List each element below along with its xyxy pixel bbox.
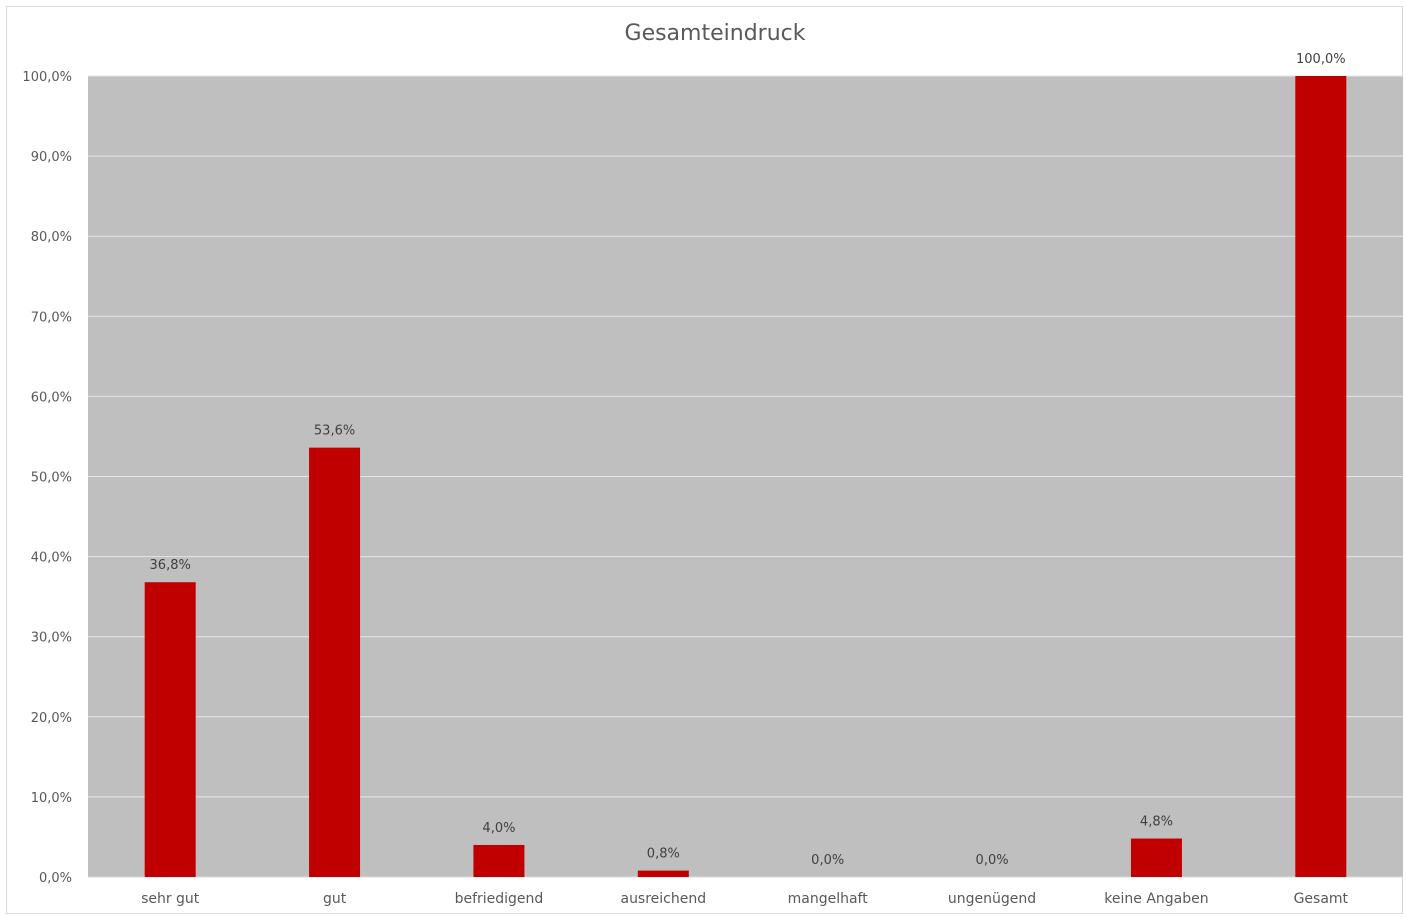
x-tick-label: ausreichend: [620, 891, 706, 907]
x-tick-label: mangelhaft: [788, 891, 869, 907]
y-tick-label: 100,0%: [22, 70, 72, 85]
bar: [144, 582, 196, 877]
y-tick-label: 90,0%: [31, 150, 72, 165]
data-label: 0,8%: [647, 847, 680, 862]
x-tick-label: befriedigend: [455, 891, 544, 907]
y-tick-label: 10,0%: [31, 791, 72, 806]
chart-title: Gesamteindruck: [624, 21, 806, 46]
y-tick-label: 40,0%: [31, 551, 72, 566]
x-tick-label: gut: [323, 891, 347, 907]
y-tick-label: 30,0%: [31, 631, 72, 646]
data-label: 0,0%: [976, 853, 1009, 868]
data-label: 4,8%: [1140, 815, 1173, 830]
bar: [1295, 76, 1347, 877]
data-label: 100,0%: [1296, 52, 1346, 67]
data-label: 4,0%: [482, 821, 515, 836]
data-label: 36,8%: [150, 558, 191, 573]
bar: [637, 870, 689, 877]
bar: [473, 844, 525, 877]
data-label: 0,0%: [811, 853, 844, 868]
y-tick-label: 70,0%: [31, 310, 72, 325]
x-tick-label: sehr gut: [141, 891, 200, 907]
x-tick-label: Gesamt: [1294, 891, 1349, 907]
data-label: 53,6%: [314, 424, 355, 439]
x-tick-label: ungenügend: [948, 891, 1036, 907]
y-tick-label: 0,0%: [39, 871, 72, 886]
bar: [1130, 838, 1182, 877]
y-tick-label: 60,0%: [31, 390, 72, 405]
y-tick-label: 80,0%: [31, 230, 72, 245]
y-tick-label: 50,0%: [31, 471, 72, 486]
y-tick-label: 20,0%: [31, 711, 72, 726]
bar: [309, 447, 361, 877]
x-tick-label: keine Angaben: [1104, 891, 1208, 907]
